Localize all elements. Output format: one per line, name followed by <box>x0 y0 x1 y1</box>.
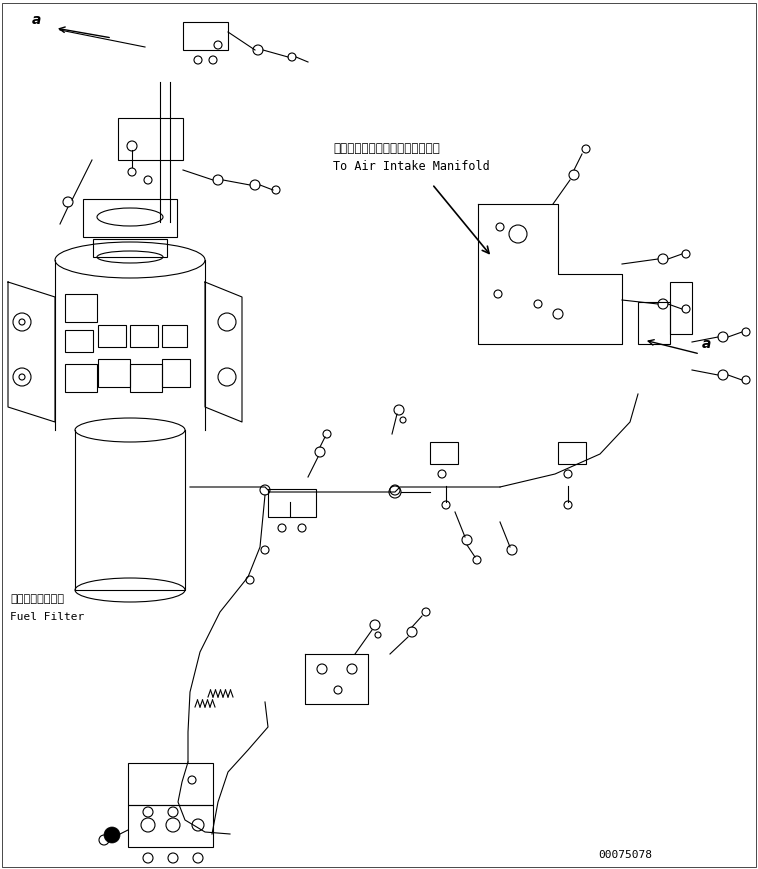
Bar <box>98 325 126 347</box>
Bar <box>128 763 213 805</box>
Text: エアーインテークマニホールドヘ: エアーインテークマニホールドヘ <box>333 142 440 155</box>
Bar <box>558 442 586 464</box>
Bar <box>430 442 458 464</box>
Bar <box>98 359 130 387</box>
Bar <box>93 239 167 257</box>
Text: フェエルフィルタ: フェエルフィルタ <box>10 594 64 604</box>
Bar <box>162 359 190 387</box>
Bar <box>130 364 162 392</box>
Bar <box>670 282 692 334</box>
Bar <box>118 118 183 160</box>
Text: a: a <box>702 337 711 351</box>
Bar <box>65 364 97 392</box>
Bar <box>130 325 158 347</box>
Text: 00075078: 00075078 <box>598 850 652 860</box>
Text: Fuel Filter: Fuel Filter <box>10 612 84 622</box>
Bar <box>268 489 316 517</box>
Bar <box>162 325 187 347</box>
Text: To Air Intake Manifold: To Air Intake Manifold <box>333 160 490 173</box>
Bar <box>65 330 93 352</box>
Bar <box>83 199 177 237</box>
Bar <box>638 302 670 344</box>
Bar <box>128 805 213 847</box>
Circle shape <box>104 827 120 843</box>
Bar <box>183 22 228 50</box>
Bar <box>65 294 97 322</box>
Text: a: a <box>32 13 42 27</box>
